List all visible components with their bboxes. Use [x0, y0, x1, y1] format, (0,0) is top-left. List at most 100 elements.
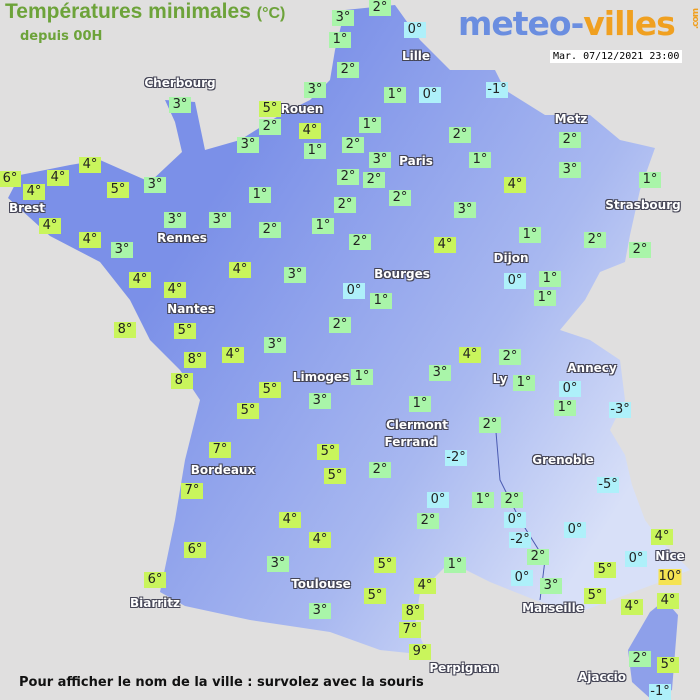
temperature-marker[interactable]: 2° [501, 492, 523, 508]
temperature-marker[interactable]: 3° [209, 212, 231, 228]
temperature-marker[interactable]: 2° [417, 513, 439, 529]
temperature-marker[interactable]: 3° [309, 393, 331, 409]
temperature-marker[interactable]: 1° [444, 557, 466, 573]
temperature-marker[interactable]: 4° [434, 237, 456, 253]
temperature-marker[interactable]: 5° [594, 562, 616, 578]
temperature-marker[interactable]: 5° [317, 444, 339, 460]
temperature-marker[interactable]: 1° [539, 271, 561, 287]
temperature-marker[interactable]: -5° [597, 477, 619, 493]
temperature-marker[interactable]: 2° [449, 127, 471, 143]
temperature-marker[interactable]: 0° [559, 381, 581, 397]
temperature-marker[interactable]: 3° [111, 242, 133, 258]
temperature-marker[interactable]: 8° [114, 322, 136, 338]
temperature-marker[interactable]: 1° [329, 32, 351, 48]
temperature-marker[interactable]: 3° [267, 556, 289, 572]
temperature-marker[interactable]: 4° [279, 512, 301, 528]
temperature-marker[interactable]: 8° [184, 352, 206, 368]
temperature-marker[interactable]: 4° [79, 157, 101, 173]
temperature-marker[interactable]: 1° [639, 172, 661, 188]
temperature-marker[interactable]: 3° [264, 337, 286, 353]
temperature-marker[interactable]: 1° [351, 369, 373, 385]
temperature-marker[interactable]: 4° [164, 282, 186, 298]
temperature-marker[interactable]: 5° [237, 403, 259, 419]
temperature-marker[interactable]: 0° [504, 273, 526, 289]
temperature-marker[interactable]: 1° [469, 152, 491, 168]
temperature-marker[interactable]: 2° [329, 317, 351, 333]
temperature-marker[interactable]: 10° [658, 569, 682, 585]
temperature-marker[interactable]: 4° [39, 218, 61, 234]
temperature-marker[interactable]: 1° [359, 117, 381, 133]
temperature-marker[interactable]: -1° [486, 82, 508, 98]
temperature-marker[interactable]: 4° [23, 184, 45, 200]
temperature-marker[interactable]: 2° [363, 172, 385, 188]
temperature-marker[interactable]: 5° [174, 323, 196, 339]
temperature-marker[interactable]: 2° [499, 349, 521, 365]
temperature-marker[interactable]: 7° [209, 442, 231, 458]
temperature-marker[interactable]: 0° [504, 512, 526, 528]
temperature-marker[interactable]: 4° [129, 272, 151, 288]
temperature-marker[interactable]: 1° [304, 143, 326, 159]
temperature-marker[interactable]: 2° [389, 190, 411, 206]
temperature-marker[interactable]: 0° [404, 22, 426, 38]
temperature-marker[interactable]: 2° [479, 417, 501, 433]
temperature-marker[interactable]: 8° [402, 604, 424, 620]
temperature-marker[interactable]: 3° [164, 212, 186, 228]
temperature-marker[interactable]: 3° [332, 10, 354, 26]
temperature-marker[interactable]: 3° [369, 152, 391, 168]
temperature-marker[interactable]: 2° [527, 549, 549, 565]
temperature-marker[interactable]: 5° [364, 588, 386, 604]
temperature-marker[interactable]: 8° [171, 373, 193, 389]
temperature-marker[interactable]: 3° [144, 177, 166, 193]
temperature-marker[interactable]: 1° [370, 293, 392, 309]
temperature-marker[interactable]: 1° [409, 396, 431, 412]
temperature-marker[interactable]: 2° [584, 232, 606, 248]
temperature-marker[interactable]: 2° [629, 242, 651, 258]
temperature-marker[interactable]: 4° [621, 599, 643, 615]
temperature-marker[interactable]: 2° [334, 197, 356, 213]
temperature-marker[interactable]: 4° [47, 170, 69, 186]
temperature-marker[interactable]: 1° [534, 290, 556, 306]
temperature-marker[interactable]: 9° [409, 644, 431, 660]
temperature-marker[interactable]: 2° [337, 62, 359, 78]
temperature-marker[interactable]: 0° [419, 87, 441, 103]
temperature-marker[interactable]: 1° [472, 492, 494, 508]
temperature-marker[interactable]: 7° [181, 483, 203, 499]
temperature-marker[interactable]: 2° [369, 0, 391, 16]
temperature-marker[interactable]: 2° [629, 651, 651, 667]
temperature-marker[interactable]: 3° [237, 137, 259, 153]
temperature-marker[interactable]: 3° [454, 202, 476, 218]
temperature-marker[interactable]: 3° [559, 162, 581, 178]
temperature-marker[interactable]: 6° [184, 542, 206, 558]
temperature-marker[interactable]: -3° [609, 402, 631, 418]
temperature-marker[interactable]: 1° [519, 227, 541, 243]
temperature-marker[interactable]: 4° [459, 347, 481, 363]
temperature-marker[interactable]: 1° [384, 87, 406, 103]
temperature-marker[interactable]: 4° [229, 262, 251, 278]
temperature-marker[interactable]: 4° [222, 347, 244, 363]
temperature-marker[interactable]: 2° [337, 169, 359, 185]
temperature-marker[interactable]: 5° [374, 557, 396, 573]
temperature-marker[interactable]: 4° [657, 593, 679, 609]
temperature-marker[interactable]: 3° [284, 267, 306, 283]
temperature-marker[interactable]: 1° [312, 218, 334, 234]
temperature-marker[interactable]: 0° [564, 522, 586, 538]
temperature-marker[interactable]: 3° [169, 97, 191, 113]
temperature-marker[interactable]: -2° [445, 450, 467, 466]
temperature-marker[interactable]: 4° [414, 578, 436, 594]
temperature-marker[interactable]: 5° [259, 382, 281, 398]
temperature-marker[interactable]: 5° [324, 468, 346, 484]
temperature-marker[interactable]: 1° [513, 375, 535, 391]
temperature-marker[interactable]: 0° [427, 492, 449, 508]
temperature-marker[interactable]: 3° [540, 578, 562, 594]
temperature-marker[interactable]: 1° [554, 400, 576, 416]
temperature-marker[interactable]: 2° [342, 137, 364, 153]
temperature-marker[interactable]: 2° [559, 132, 581, 148]
temperature-marker[interactable]: 4° [651, 529, 673, 545]
temperature-marker[interactable]: -1° [649, 684, 671, 700]
temperature-marker[interactable]: 4° [504, 177, 526, 193]
temperature-marker[interactable]: 5° [657, 657, 679, 673]
temperature-marker[interactable]: 3° [304, 82, 326, 98]
temperature-marker[interactable]: 5° [259, 101, 281, 117]
temperature-marker[interactable]: 4° [79, 232, 101, 248]
temperature-marker[interactable]: 0° [511, 570, 533, 586]
